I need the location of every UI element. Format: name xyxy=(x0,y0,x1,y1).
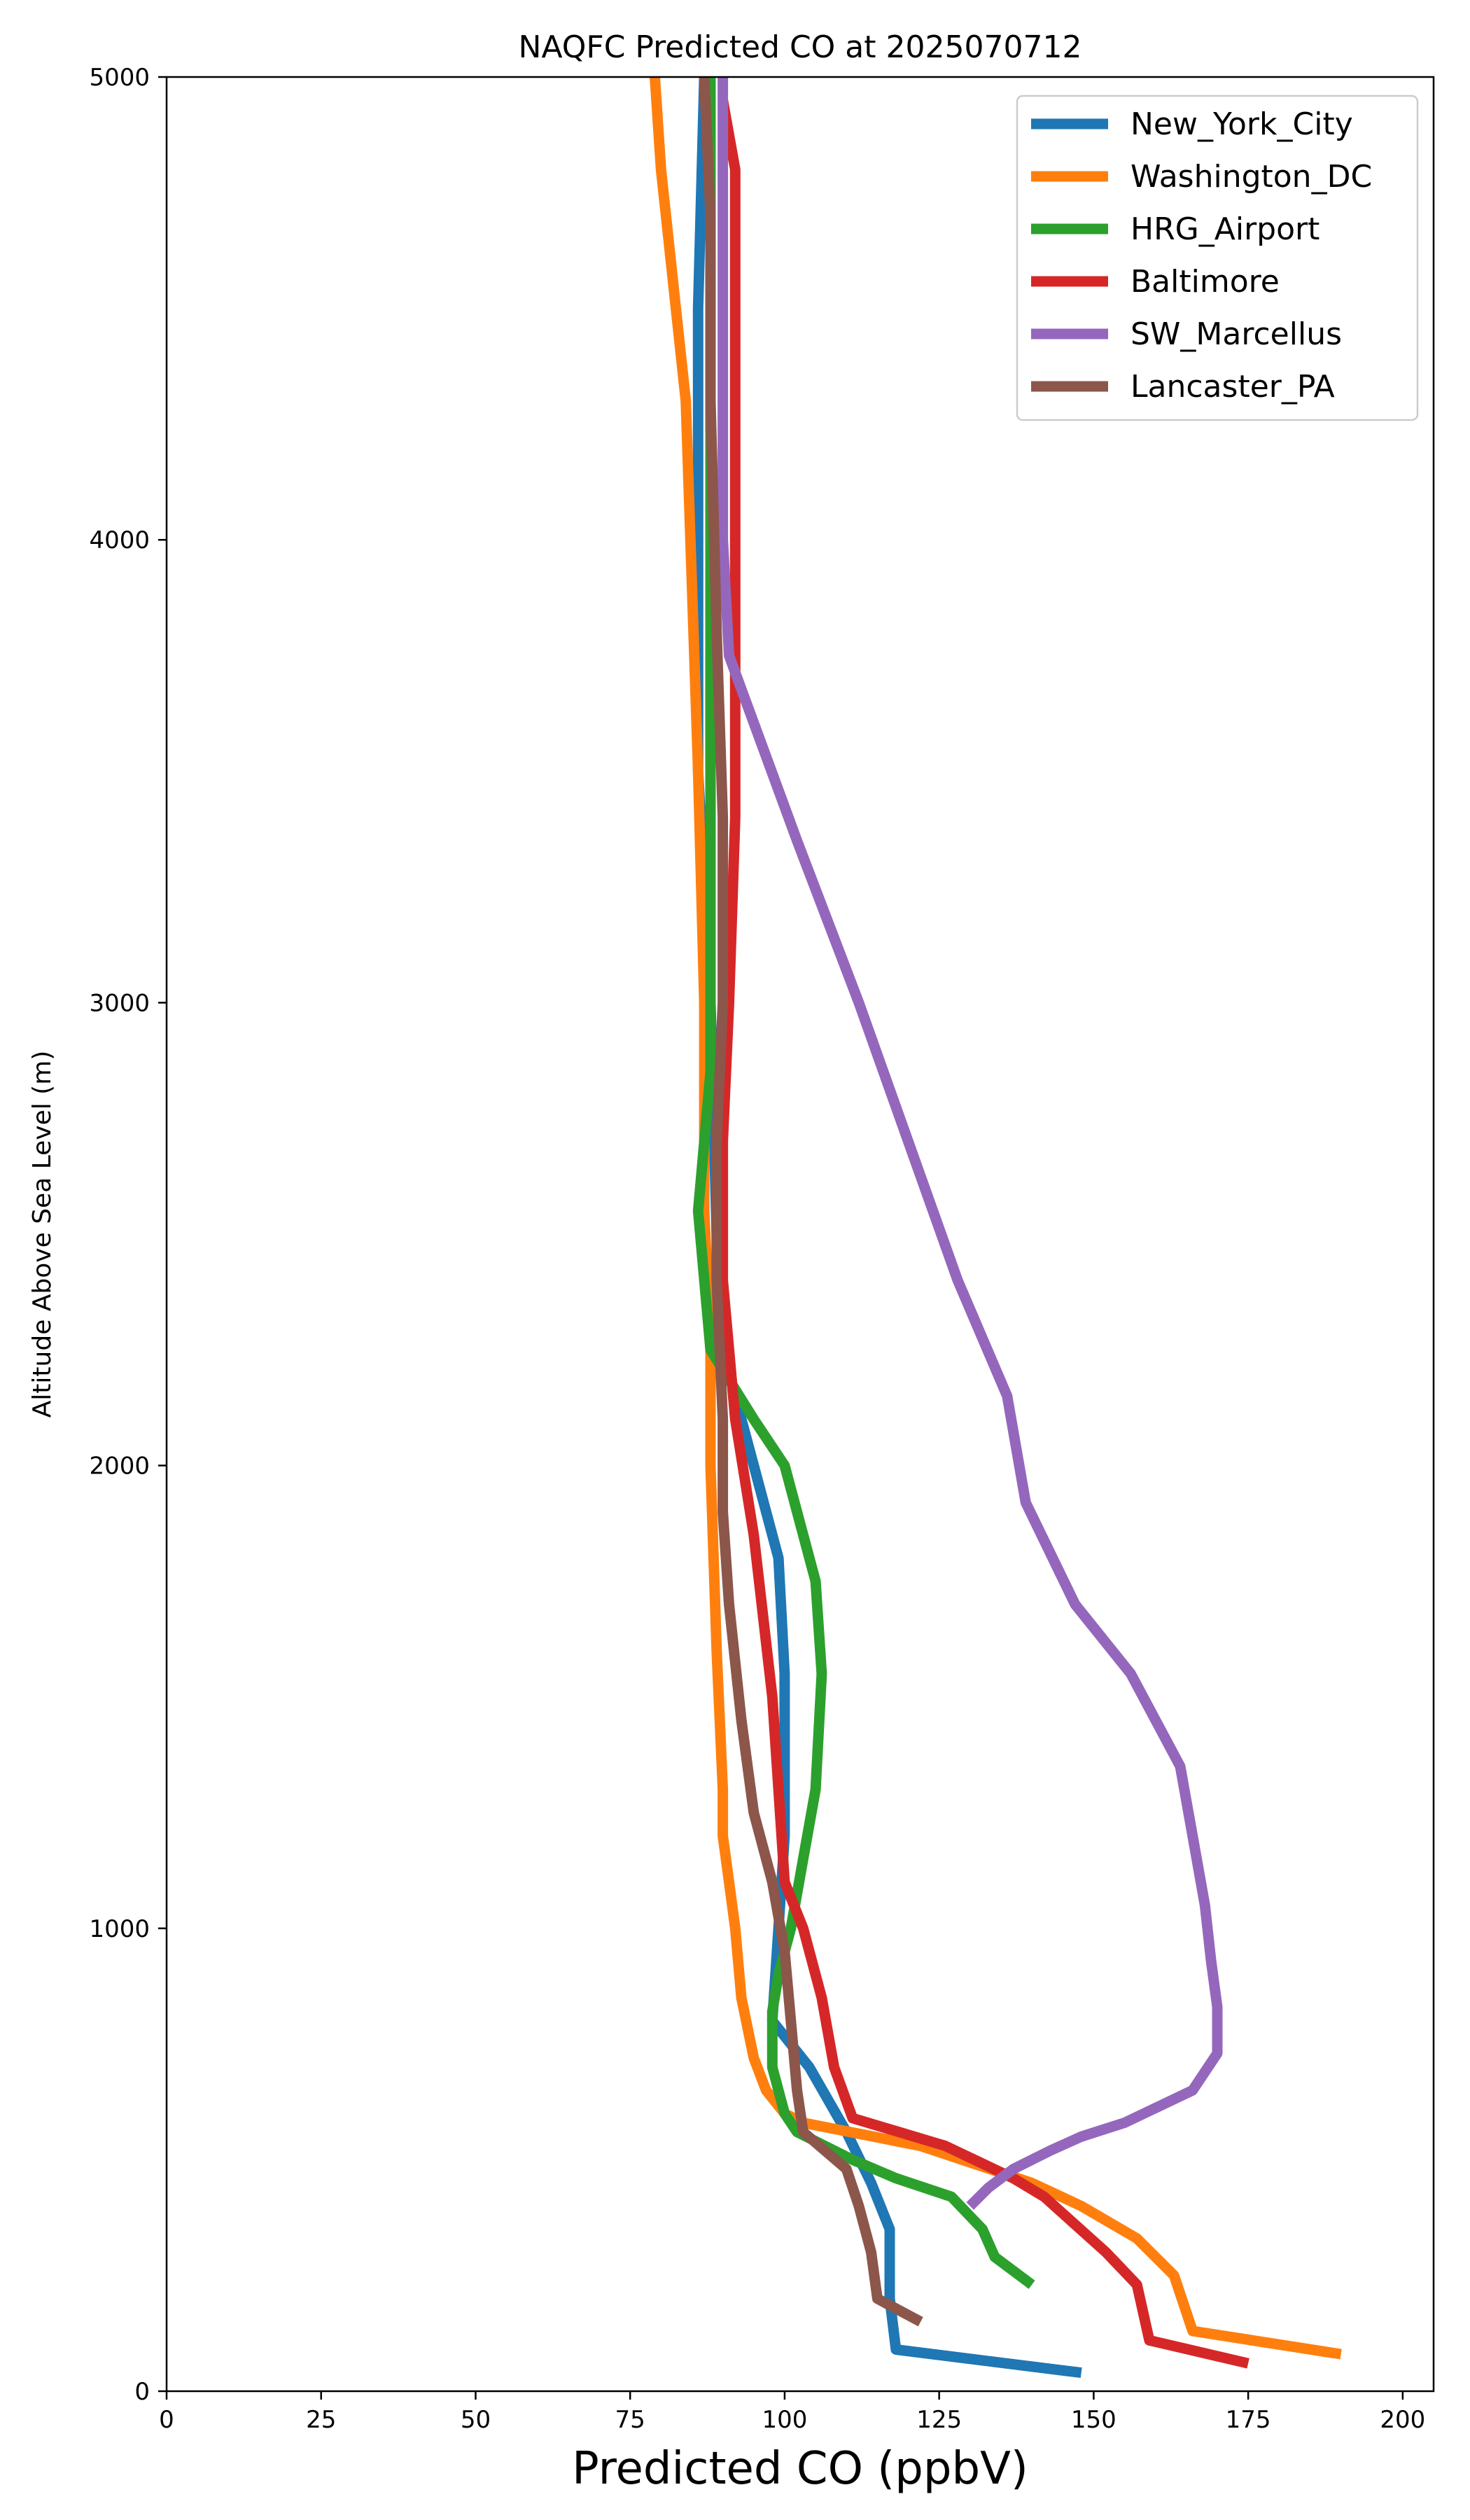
plot-frame xyxy=(165,76,1435,2393)
legend-label-washington-dc: Washington_DC xyxy=(1130,159,1372,195)
legend: New_York_City Washington_DC HRG_Airport Bal… xyxy=(1016,94,1419,421)
y-axis-ticks: 0 1000 2000 3000 4000 5000 xyxy=(89,64,167,2406)
y-tick-label: 4000 xyxy=(89,526,150,554)
plot-area xyxy=(650,76,1342,2379)
x-tick-label: 150 xyxy=(1071,2406,1116,2434)
series-line-baltimore xyxy=(718,99,1250,2369)
x-axis-ticks: 0 25 50 75 100 125 150 175 200 xyxy=(159,2391,1425,2434)
series-line-sw-marcellus xyxy=(718,77,1223,2210)
y-tick-label: 3000 xyxy=(89,989,150,1017)
x-tick-label: 200 xyxy=(1380,2406,1425,2434)
y-tick-label: 2000 xyxy=(89,1452,150,1480)
x-tick-label: 125 xyxy=(916,2406,962,2434)
x-tick-label: 25 xyxy=(306,2406,336,2434)
legend-box xyxy=(1016,94,1419,421)
legend-label-hrg-airport: HRG_Airport xyxy=(1130,211,1320,247)
x-tick-label: 50 xyxy=(461,2406,491,2434)
y-tick-label: 0 xyxy=(134,2378,150,2406)
x-tick-label: 0 xyxy=(159,2406,174,2434)
y-axis-label: Altitude Above Sea Level (m) xyxy=(28,1051,57,1418)
legend-label-new-york-city: New_York_City xyxy=(1130,106,1353,142)
series-line-lancaster-pa xyxy=(699,76,923,2327)
legend-label-sw-marcellus: SW_Marcellus xyxy=(1130,316,1342,352)
x-tick-label: 175 xyxy=(1226,2406,1271,2434)
series-line-hrg-airport xyxy=(692,77,1035,2289)
series-line-washington-dc xyxy=(650,76,1342,2360)
x-axis-label: Predicted CO (ppbV) xyxy=(572,2443,1028,2495)
y-tick-label: 5000 xyxy=(89,64,150,92)
y-tick-label: 1000 xyxy=(89,1915,150,1943)
chart-title: NAQFC Predicted CO at 2025070712 xyxy=(519,29,1082,65)
legend-label-baltimore: Baltimore xyxy=(1130,264,1280,300)
legend-label-lancaster-pa: Lancaster_PA xyxy=(1130,369,1335,405)
x-tick-label: 100 xyxy=(762,2406,807,2434)
x-tick-label: 75 xyxy=(615,2406,645,2434)
